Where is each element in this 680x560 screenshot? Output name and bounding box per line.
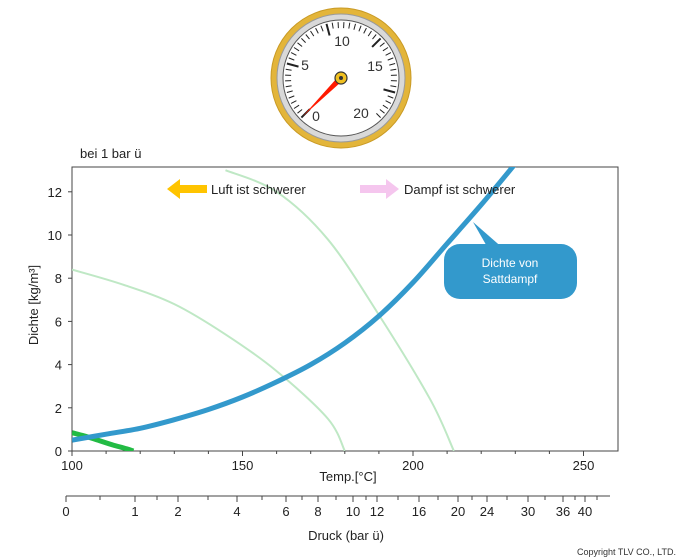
y-tick-label: 0 [55, 444, 62, 459]
gauge-tick [382, 104, 389, 109]
y-tick-label: 8 [55, 271, 62, 286]
gauge-tick [390, 85, 397, 88]
callout-line-2: Sattdampf [483, 272, 538, 286]
arrow-left-icon [167, 179, 207, 199]
x-tick-label: 200 [402, 458, 424, 473]
gauge-tick [387, 95, 394, 99]
gauge-tick [379, 109, 385, 114]
y-tick-label: 4 [55, 358, 62, 373]
gauge-tick [382, 47, 389, 52]
gauge-tick [376, 113, 381, 118]
series-line-0 [72, 167, 516, 443]
legend-label: Dampf ist schwerer [404, 182, 516, 197]
gauge-tick [315, 27, 319, 34]
pressure-tick-label: 1 [131, 504, 138, 519]
gauge-tick [348, 22, 351, 29]
gauge-tick [285, 85, 292, 88]
series-line-2 [72, 268, 346, 451]
pressure-tick-label: 40 [578, 504, 592, 519]
y-tick-label: 10 [48, 228, 62, 243]
gauge-tick [297, 109, 303, 114]
pressure-tick-label: 2 [174, 504, 181, 519]
gauge-tick [367, 30, 372, 37]
pressure-tick-label: 8 [314, 504, 321, 519]
pressure-tick-label: 10 [346, 504, 360, 519]
gauge-tick [286, 62, 299, 68]
gauge-tick [288, 95, 295, 99]
chart-title: bei 1 bar ü [80, 146, 141, 161]
pressure-tick-label: 36 [556, 504, 570, 519]
y-axis-label: Dichte [kg/m³] [26, 265, 41, 345]
gauge-tick [288, 57, 295, 61]
y-tick-label: 2 [55, 401, 62, 416]
gauge-tick [383, 88, 396, 94]
gauge-tick [293, 104, 300, 109]
gauge-tick [385, 52, 392, 56]
pressure-tick-label: 24 [480, 504, 494, 519]
legend-item-air-heavier: Luft ist schwerer [167, 179, 306, 199]
gauge-tick [353, 23, 356, 30]
gauge-tick [301, 38, 306, 43]
legend-item-steam-heavier: Dampf ist schwerer [360, 179, 516, 199]
x-tick-label: 250 [573, 458, 595, 473]
copyright-text: Copyright TLV CO., LTD. [577, 547, 676, 557]
pressure-tick-label: 6 [282, 504, 289, 519]
gauge-tick [325, 23, 331, 36]
pressure-tick-label: 16 [412, 504, 426, 519]
gauge-tick [390, 68, 397, 71]
y-tick-label: 6 [55, 314, 62, 329]
gauge-tick [387, 57, 394, 61]
gauge-tick [385, 100, 392, 104]
gauge-tick [285, 68, 292, 71]
pressure-tick-label: 20 [451, 504, 465, 519]
gauge-tick [379, 42, 385, 47]
pressure-tick-label: 0 [62, 504, 69, 519]
pressure-tick-label: 30 [521, 504, 535, 519]
plot-area [71, 166, 619, 452]
pressure-gauge: 0 5 10 15 20 [270, 7, 412, 149]
gauge-label-15: 15 [367, 58, 383, 74]
pressure-axis: 0 1 2 4 6 8 10 12 16 20 24 30 36 40 [62, 496, 598, 519]
gauge-tick [297, 42, 303, 47]
pressure-axis-label: Druck (bar ü) [308, 528, 384, 543]
x-tick-label: 100 [61, 458, 83, 473]
series-line-3 [225, 169, 455, 451]
gauge-tick [372, 34, 377, 40]
x-axis-label: Temp.[°C] [319, 469, 376, 484]
gauge-tick [358, 25, 362, 32]
gauge-tick [331, 22, 334, 29]
legend-label: Luft ist schwerer [211, 182, 306, 197]
gauge-label-0: 0 [312, 108, 320, 124]
gauge-tick [371, 37, 382, 48]
arrow-right-icon [360, 179, 399, 199]
gauge-tick [293, 47, 300, 52]
gauge-tick [290, 52, 297, 56]
x-tick-label: 150 [232, 458, 254, 473]
gauge-tick [290, 100, 297, 104]
saturated-steam-callout: Dichte von Sattdampf [444, 222, 577, 299]
legend: Luft ist schwerer Dampf ist schwerer [167, 179, 516, 199]
gauge-label-20: 20 [353, 105, 369, 121]
gauge-needle [302, 75, 344, 117]
gauge-tick [363, 27, 367, 34]
gauge-label-5: 5 [301, 57, 309, 73]
gauge-tick [305, 34, 310, 40]
pressure-tick-label: 12 [370, 504, 384, 519]
gauge-tick [320, 25, 324, 32]
x-axis: 100 150 200 250 [61, 451, 594, 473]
gauge-label-10: 10 [334, 33, 350, 49]
gauge-tick [389, 63, 396, 66]
y-axis: 0 2 4 6 8 10 12 [48, 185, 72, 459]
pressure-tick-label: 4 [233, 504, 240, 519]
gauge-tick [310, 30, 315, 37]
y-tick-label: 12 [48, 185, 62, 200]
callout-line-1: Dichte von [482, 256, 539, 270]
gauge-tick [286, 90, 293, 93]
